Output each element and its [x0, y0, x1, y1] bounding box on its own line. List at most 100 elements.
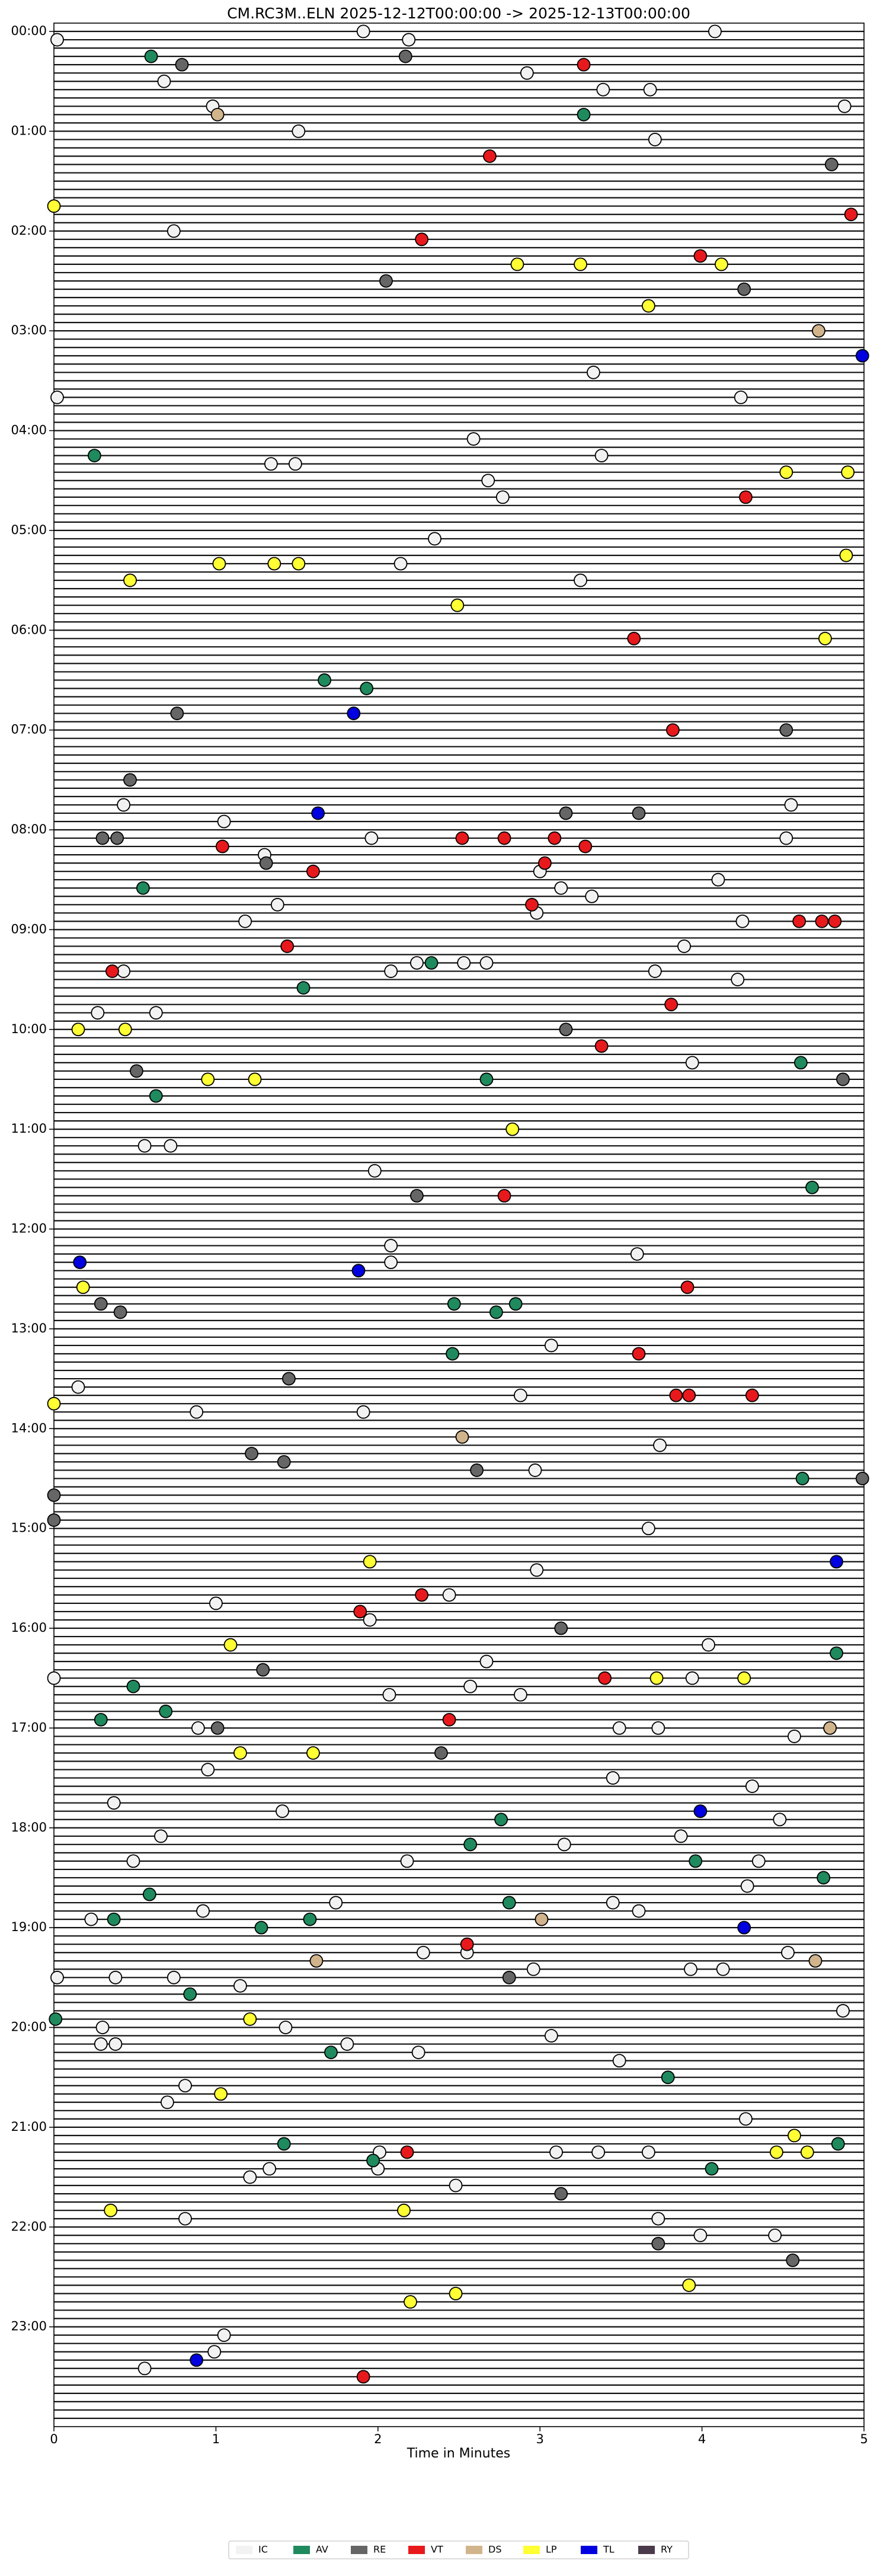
event-marker: [428, 532, 441, 546]
event-marker: [525, 897, 539, 912]
event-marker: [839, 548, 853, 562]
event-marker: [841, 465, 855, 480]
event-marker: [651, 2211, 665, 2226]
event-marker: [665, 723, 680, 737]
event-marker: [259, 856, 273, 870]
event-marker: [632, 806, 646, 820]
y-tick-label: 05:00: [11, 523, 47, 537]
legend-swatch: [638, 2546, 655, 2554]
event-marker: [627, 631, 641, 645]
event-marker: [715, 257, 728, 271]
event-marker: [117, 964, 130, 978]
y-tick-label: 12:00: [11, 1222, 47, 1236]
event-marker: [734, 391, 748, 404]
legend-label: AV: [316, 2544, 328, 2555]
event-marker: [402, 33, 416, 47]
event-marker: [680, 1280, 695, 1295]
event-marker: [398, 49, 412, 63]
event-marker: [233, 1979, 247, 1993]
event-marker: [739, 2112, 753, 2126]
event-marker: [178, 2211, 192, 2226]
legend-label: LP: [546, 2544, 557, 2555]
x-tick-label: 5: [860, 2432, 868, 2446]
event-marker: [817, 1871, 831, 1885]
x-tick-label: 1: [212, 2432, 220, 2446]
event-marker: [84, 1912, 98, 1926]
event-marker: [384, 1239, 398, 1252]
event-marker: [94, 1297, 108, 1311]
event-marker: [160, 2095, 174, 2110]
event-marker: [779, 723, 793, 737]
event-marker: [154, 1829, 168, 1843]
event-marker: [212, 557, 226, 571]
event-marker: [716, 1962, 730, 1976]
event-marker: [632, 1904, 646, 1918]
event-marker: [587, 365, 600, 379]
event-marker: [455, 831, 469, 845]
event-marker: [606, 1896, 620, 1910]
event-marker: [159, 1704, 173, 1718]
event-marker: [598, 1671, 612, 1685]
x-tick-label: 4: [698, 2432, 706, 2446]
legend-label: DS: [488, 2544, 501, 2555]
event-marker: [382, 1687, 396, 1702]
event-marker: [596, 82, 610, 97]
event-marker: [95, 2021, 110, 2034]
event-marker: [367, 1164, 382, 1178]
event-marker: [643, 82, 657, 97]
event-marker: [164, 1139, 178, 1153]
event-marker: [71, 1380, 85, 1394]
event-marker: [288, 457, 302, 471]
event-marker: [136, 881, 150, 895]
event-marker: [50, 1970, 64, 1984]
event-marker: [263, 2162, 277, 2176]
event-marker: [400, 1854, 414, 1868]
event-marker: [123, 573, 137, 587]
event-marker: [831, 2137, 845, 2151]
event-marker: [214, 2087, 228, 2101]
event-marker: [108, 1970, 123, 1984]
event-marker: [769, 2145, 783, 2159]
event-marker: [243, 2170, 257, 2184]
event-marker: [530, 1563, 544, 1577]
event-marker: [510, 257, 524, 271]
y-tick-label: 19:00: [11, 1920, 47, 1934]
event-marker: [442, 1712, 456, 1727]
event-marker: [363, 1613, 377, 1627]
y-tick-label: 23:00: [11, 2319, 47, 2334]
event-marker: [544, 1338, 558, 1353]
event-marker: [126, 1854, 140, 1868]
event-marker: [113, 1305, 127, 1319]
event-marker: [356, 24, 370, 39]
event-marker: [190, 2353, 203, 2367]
event-marker: [117, 798, 130, 812]
event-marker: [544, 2029, 558, 2043]
legend-swatch: [581, 2546, 597, 2554]
event-marker: [415, 1588, 429, 1602]
event-marker: [793, 1056, 808, 1070]
event-marker: [400, 2145, 414, 2159]
legend-label: TL: [603, 2544, 615, 2555]
event-marker: [311, 806, 325, 820]
event-marker: [415, 232, 429, 247]
event-marker: [745, 1779, 759, 1794]
event-marker: [495, 490, 510, 504]
event-marker: [356, 1405, 370, 1419]
event-marker: [800, 2145, 814, 2159]
y-tick-label: 20:00: [11, 2020, 47, 2034]
event-marker: [805, 1180, 819, 1194]
event-marker: [340, 2037, 354, 2051]
event-marker: [786, 2253, 800, 2267]
y-tick-label: 22:00: [11, 2219, 47, 2233]
event-marker: [256, 1663, 270, 1677]
event-marker: [142, 1887, 156, 1901]
event-marker: [306, 864, 320, 878]
event-marker: [693, 1804, 708, 1818]
event-marker: [479, 1654, 494, 1669]
event-marker: [282, 1372, 296, 1386]
event-marker: [217, 2328, 231, 2342]
event-marker: [773, 1813, 787, 1827]
event-marker: [708, 24, 722, 39]
event-marker: [693, 249, 708, 263]
event-marker: [76, 1280, 90, 1295]
